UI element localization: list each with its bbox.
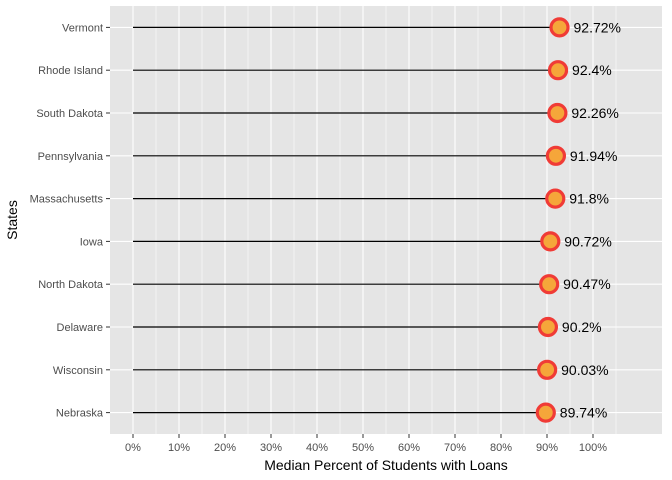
y-tick-label: South Dakota xyxy=(36,108,104,120)
data-label: 89.74% xyxy=(560,405,607,421)
x-tick-label: 10% xyxy=(168,442,190,454)
lollipop-point xyxy=(547,60,569,81)
y-tick-label: Massachusetts xyxy=(30,194,104,206)
lollipop-wisconsin: 90.03% xyxy=(133,359,609,380)
x-tick-label: 60% xyxy=(398,442,420,454)
x-tick-label: 50% xyxy=(352,442,374,454)
x-tick-label: 0% xyxy=(125,442,141,454)
y-tick-label: Rhode Island xyxy=(38,65,103,77)
x-tick-label: 100% xyxy=(579,442,607,454)
lollipop-point xyxy=(539,274,560,295)
lollipop-north-dakota: 90.47% xyxy=(133,274,611,295)
lollipop-nebraska: 89.74% xyxy=(133,402,607,423)
y-axis-title: States xyxy=(4,200,20,240)
lollipop-point xyxy=(549,17,570,38)
lollipop-rhode-island: 92.4% xyxy=(133,60,612,81)
lollipop-iowa: 90.72% xyxy=(133,231,612,252)
lollipop-south-dakota: 92.26% xyxy=(133,102,619,124)
lollipop-point xyxy=(535,402,556,423)
data-label: 91.94% xyxy=(570,148,617,164)
lollipop-point xyxy=(547,102,568,124)
y-tick-label: Wisconsin xyxy=(53,365,103,377)
lollipop-marks: 92.72% 92.4% 92.26% 91.94% 91.8% 90.72% 90.47%… xyxy=(133,17,621,423)
data-label: 90.03% xyxy=(561,362,608,378)
data-label: 91.8% xyxy=(569,191,609,207)
data-label: 92.26% xyxy=(571,105,618,121)
x-tick-label: 90% xyxy=(536,442,558,454)
y-axis-ticks: Vermont Rhode Island South Dakota Pennsylva… xyxy=(30,22,110,420)
lollipop-point xyxy=(537,359,558,380)
data-label: 90.2% xyxy=(562,319,602,335)
data-label: 92.4% xyxy=(572,62,612,78)
y-tick-label: Pennsylvania xyxy=(38,151,104,163)
lollipop-pennsylvania: 91.94% xyxy=(133,145,617,166)
minor-gridlines xyxy=(155,6,617,434)
x-tick-label: 30% xyxy=(260,442,282,454)
x-tick-label: 80% xyxy=(490,442,512,454)
x-axis-title: Median Percent of Students with Loans xyxy=(264,457,508,473)
y-tick-label: Nebraska xyxy=(56,408,104,420)
lollipop-point xyxy=(540,231,561,252)
lollipop-massachusetts: 91.8% xyxy=(133,188,609,209)
x-tick-label: 40% xyxy=(306,442,328,454)
y-tick-label: Delaware xyxy=(57,322,103,334)
x-axis-ticks: 0% 10% 20% 30% 40% 50% 60% 70% 80% 90% 100% xyxy=(125,434,607,454)
lollipop-point xyxy=(537,316,559,338)
lollipop-vermont: 92.72% xyxy=(133,17,621,38)
y-tick-label: Vermont xyxy=(62,22,103,34)
x-tick-label: 70% xyxy=(444,442,466,454)
data-label: 90.72% xyxy=(564,233,611,249)
y-tick-label: Iowa xyxy=(80,236,104,248)
lollipop-point xyxy=(545,188,566,209)
data-label: 92.72% xyxy=(574,19,621,35)
lollipop-point xyxy=(545,145,567,166)
lollipop-delaware: 90.2% xyxy=(133,316,602,338)
data-label: 90.47% xyxy=(563,276,610,292)
y-tick-label: North Dakota xyxy=(38,279,104,291)
x-tick-label: 20% xyxy=(214,442,236,454)
